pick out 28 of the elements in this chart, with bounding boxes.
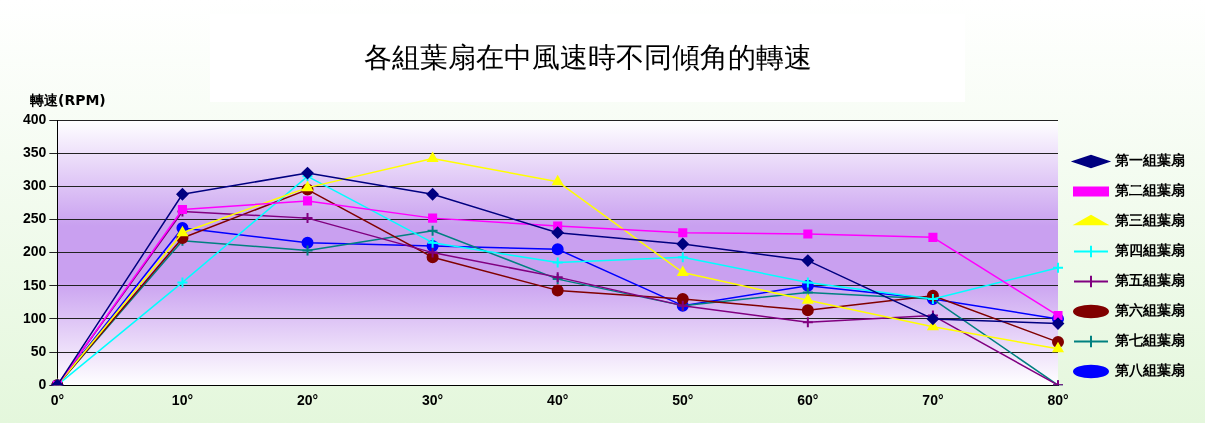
x-tick-label: 20°: [296, 392, 319, 409]
y-axis-title: 轉速(RPM): [30, 92, 106, 110]
x-tick-label: 40°: [547, 392, 569, 409]
chart-title: 各組葉扇在中風速時不同傾角的轉速: [210, 14, 965, 102]
legend-label: 第二組葉扇: [1114, 182, 1185, 199]
legend-label: 第一組葉扇: [1114, 152, 1185, 169]
x-tick-label: 60°: [797, 392, 819, 409]
y-tick-label: 350: [23, 144, 47, 161]
y-tick-label: 250: [23, 210, 47, 227]
legend-label: 第三組葉扇: [1114, 212, 1185, 229]
y-tick-label: 150: [23, 276, 47, 293]
y-tick-label: 0: [38, 376, 47, 393]
legend-label: 第六組葉扇: [1114, 302, 1185, 319]
x-tick-label: 50°: [672, 392, 694, 409]
y-tick-label: 300: [23, 177, 47, 194]
y-tick-label: 200: [23, 243, 47, 260]
y-tick-label: 50: [30, 342, 47, 359]
y-tick-label: 400: [23, 110, 47, 127]
x-tick-label: 10°: [171, 392, 194, 409]
legend-label: 第四組葉扇: [1114, 242, 1185, 259]
y-tick-label: 100: [23, 309, 47, 326]
x-tick-label: 30°: [422, 392, 444, 409]
legend-label: 第五組葉扇: [1114, 272, 1185, 289]
x-tick-label: 0°: [50, 392, 65, 409]
x-tick-label: 70°: [922, 392, 944, 409]
legend-label: 第七組葉扇: [1114, 332, 1185, 349]
legend-label: 第八組葉扇: [1114, 362, 1185, 379]
x-tick-label: 80°: [1047, 392, 1069, 409]
